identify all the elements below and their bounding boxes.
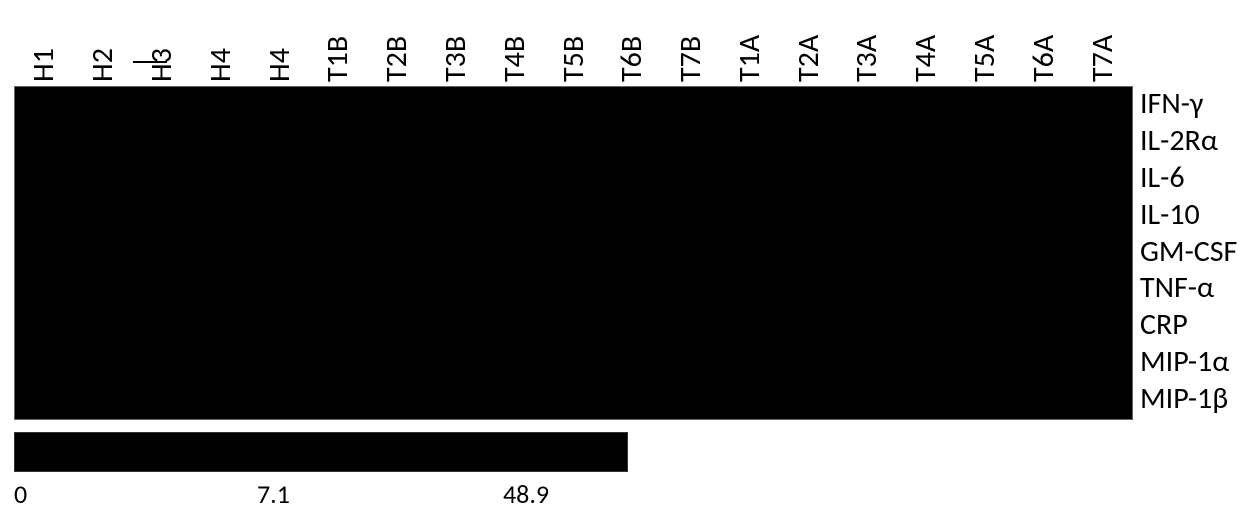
column-label: H4 (190, 22, 250, 82)
row-label: GM-CSF (1140, 234, 1237, 271)
row-label: IL-2Rα (1140, 123, 1237, 160)
colorbar-tick: 0 (14, 478, 27, 510)
row-labels: IFN-γIL-2RαIL-6IL-10GM-CSFTNF-αCRPMIP-1α… (1140, 86, 1237, 418)
row-label: IFN-γ (1140, 86, 1237, 123)
column-label: T6A (1013, 22, 1073, 82)
column-label: T7A (1072, 22, 1132, 82)
row-label: MIP-1α (1140, 344, 1237, 381)
row-label: TNF-α (1140, 270, 1237, 307)
column-label: H4 (249, 22, 309, 82)
row-label: IL-10 (1140, 197, 1237, 234)
column-label: T1A (719, 22, 779, 82)
column-label: T5A (954, 22, 1014, 82)
heatmap-figure: H1H2H3H4H4T1BT2BT3BT4BT5BT6BT7BT1AT2AT3A… (0, 0, 1240, 531)
row-label: CRP (1140, 307, 1237, 344)
column-label: H1 (13, 22, 73, 82)
column-label: T3A (836, 22, 896, 82)
colorbar-tick: 48.9 (503, 478, 549, 510)
column-label: H2 (72, 22, 132, 82)
row-label: IL-6 (1140, 160, 1237, 197)
column-label: T7B (660, 22, 720, 82)
column-label: T4B (484, 22, 544, 82)
colorbar (14, 432, 628, 472)
column-label: T5B (543, 22, 603, 82)
row-label: MIP-1β (1140, 381, 1237, 418)
column-label: T3B (425, 22, 485, 82)
heatmap-body (14, 86, 1133, 420)
column-label: T2B (366, 22, 426, 82)
column-label: T6B (601, 22, 661, 82)
h3-underline (133, 61, 167, 63)
column-label: T4A (895, 22, 955, 82)
colorbar-tick: 7.1 (257, 478, 290, 510)
column-label: H3 (131, 22, 191, 82)
column-label: T1B (307, 22, 367, 82)
column-label: T2A (778, 22, 838, 82)
